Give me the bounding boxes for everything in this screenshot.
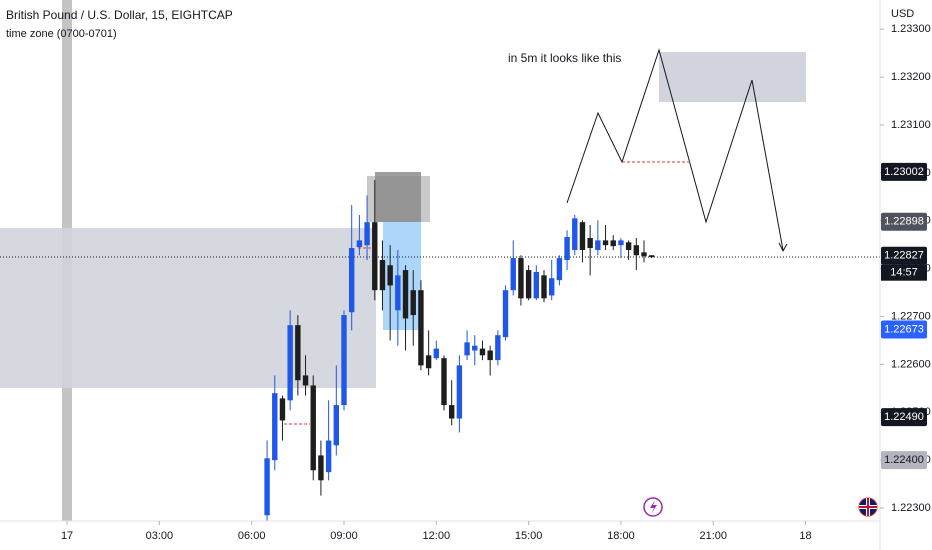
candle-body — [287, 325, 293, 401]
candle-body — [472, 345, 478, 351]
x-tick-label: 18:00 — [607, 530, 635, 542]
candle-body — [487, 350, 493, 361]
x-tick-label: 17 — [61, 530, 73, 542]
candle-body — [495, 335, 501, 361]
price-badge-label: 1.22827 — [884, 250, 924, 262]
zone — [659, 52, 806, 102]
y-tick-label: 1.23200 — [891, 71, 931, 83]
candle-body — [602, 240, 609, 246]
candle-body — [325, 440, 332, 473]
candle-body — [618, 240, 624, 246]
x-tick-label: 06:00 — [238, 530, 266, 542]
candle-body — [341, 315, 347, 406]
candle-body — [641, 252, 647, 257]
chart-title: British Pound / U.S. Dollar, 15, EIGHTCA… — [6, 8, 233, 22]
candle-body — [525, 270, 532, 299]
candle-body — [425, 355, 432, 369]
candle-body — [533, 271, 540, 299]
candle-body — [625, 242, 632, 250]
candle-body — [441, 358, 447, 406]
candle-body — [272, 393, 278, 461]
candle-body — [579, 222, 586, 250]
candle-body — [348, 248, 355, 313]
candle-body — [610, 240, 616, 247]
candle-body — [564, 237, 570, 261]
candle-body — [518, 258, 524, 299]
x-tick-label: 03:00 — [146, 530, 174, 542]
candle-body — [479, 348, 486, 356]
candle-body — [387, 265, 393, 286]
event-icon[interactable] — [643, 497, 663, 517]
price-badge — [881, 162, 927, 181]
flag-icon[interactable] — [858, 497, 878, 517]
candle-body — [433, 348, 440, 359]
price-badge-label: 1.22490 — [884, 411, 924, 423]
x-tick-label: 18 — [799, 530, 811, 542]
countdown: 14:57 — [890, 267, 918, 279]
price-badge — [881, 320, 927, 339]
price-badge — [881, 212, 927, 231]
countdown-badge — [881, 264, 927, 281]
y-tick-label: 1.22600 — [891, 358, 931, 370]
lightning — [650, 500, 657, 514]
candle-body — [595, 240, 601, 250]
candle-body — [633, 245, 640, 256]
candle-body — [548, 278, 555, 296]
subtitle: time zone (0700-0701) — [6, 28, 117, 40]
candles — [264, 180, 655, 521]
y-tick-label: 1.22700 — [891, 310, 931, 322]
candle-body — [395, 275, 401, 311]
zone — [375, 172, 421, 222]
candle-body — [556, 258, 563, 281]
y-tick-label: 1.22300 — [891, 502, 931, 514]
candle-body — [418, 290, 424, 366]
x-tick-label: 21:00 — [699, 530, 727, 542]
price-badge-label: 1.23002 — [884, 166, 924, 178]
x-tick-label: 09:00 — [330, 530, 358, 542]
candle-body — [310, 385, 316, 471]
candle-body — [410, 290, 416, 316]
candle-body — [318, 455, 324, 481]
candle-body — [379, 260, 386, 291]
candle-body — [302, 375, 309, 386]
price-badge — [881, 451, 927, 470]
candle-body — [464, 342, 470, 356]
y-axis-label: USD — [891, 8, 914, 20]
candle-body — [572, 218, 578, 250]
y-tick-label: 1.23300 — [891, 23, 931, 35]
candle-body — [541, 275, 547, 299]
candle-body — [264, 458, 270, 516]
path-drawing — [566, 48, 784, 251]
zone — [0, 228, 376, 388]
drawings — [0, 0, 880, 521]
candle-body — [279, 398, 286, 421]
candle-body — [448, 405, 455, 419]
arrow-head — [778, 242, 788, 253]
candle-body — [333, 405, 340, 446]
candle-body — [648, 255, 655, 258]
annotation: in 5m it looks like this — [508, 51, 621, 65]
candle-body — [364, 222, 370, 246]
x-tick-label: 12:00 — [423, 530, 451, 542]
price-badge-label: 1.22898 — [884, 216, 924, 228]
candle-body — [502, 290, 509, 338]
candle-body — [356, 240, 363, 248]
price-badge-label: 1.22400 — [884, 454, 924, 466]
candle-body — [372, 222, 378, 291]
candle-body — [295, 325, 301, 381]
candle-body — [587, 237, 593, 249]
candle-body — [402, 270, 409, 319]
price-badge — [881, 408, 927, 427]
candle-body — [456, 365, 463, 419]
price-badge-label: 1.22673 — [884, 323, 924, 335]
x-tick-label: 15:00 — [515, 530, 543, 542]
price-badge — [881, 246, 927, 265]
candle-body — [510, 258, 516, 291]
y-tick-label: 1.23100 — [891, 119, 931, 131]
